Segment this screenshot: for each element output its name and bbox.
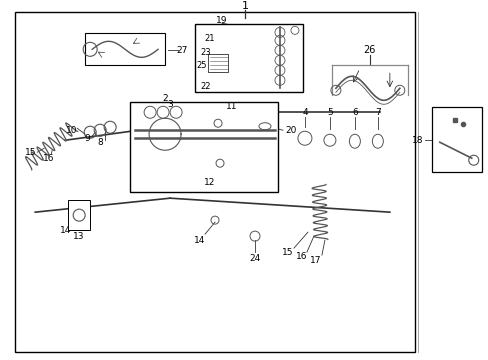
Text: 4: 4	[302, 108, 307, 117]
Text: 13: 13	[73, 231, 85, 240]
Text: 22: 22	[201, 82, 211, 91]
Text: 1: 1	[241, 1, 248, 12]
Bar	[68, 200, 90, 230]
Text: 15: 15	[282, 248, 293, 257]
Text: 6: 6	[351, 108, 357, 117]
Text: 9: 9	[84, 134, 90, 143]
Text: 14: 14	[60, 226, 71, 235]
Text: 11: 11	[226, 102, 237, 111]
Bar	[431, 107, 481, 172]
Text: 27: 27	[176, 46, 187, 55]
Text: 25: 25	[196, 61, 207, 70]
Text: 23: 23	[200, 48, 211, 57]
Text: 15: 15	[24, 148, 36, 157]
Bar	[130, 102, 277, 192]
Text: 19: 19	[216, 16, 227, 25]
Text: 5: 5	[326, 108, 332, 117]
Text: 3: 3	[167, 100, 173, 109]
Text: 20: 20	[285, 126, 296, 135]
Bar	[15, 12, 414, 352]
Text: 12: 12	[204, 178, 215, 187]
Text: 17: 17	[309, 256, 321, 265]
Text: 8: 8	[97, 138, 103, 147]
Text: 16: 16	[296, 252, 307, 261]
Text: 21: 21	[204, 34, 215, 43]
Bar	[85, 33, 165, 65]
Text: 16: 16	[42, 154, 54, 163]
Bar	[207, 54, 227, 72]
Text: 10: 10	[66, 126, 78, 135]
Text: 14: 14	[194, 236, 205, 245]
Text: 26: 26	[363, 45, 375, 55]
Text: 2: 2	[162, 94, 167, 103]
Text: 18: 18	[411, 136, 423, 145]
Text: 7: 7	[374, 108, 380, 117]
Bar	[195, 24, 303, 92]
Text: 24: 24	[249, 253, 260, 262]
